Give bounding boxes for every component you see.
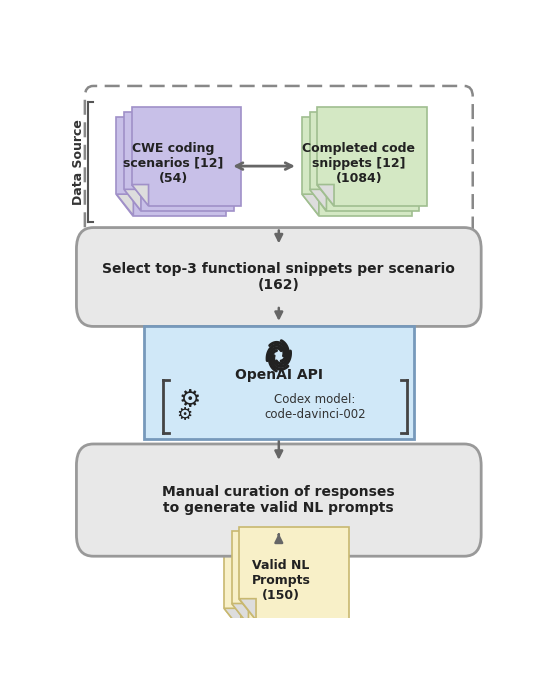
Polygon shape — [310, 112, 419, 211]
Polygon shape — [124, 189, 141, 211]
Text: OpenAI API: OpenAI API — [235, 368, 323, 382]
FancyBboxPatch shape — [76, 444, 481, 556]
Polygon shape — [239, 599, 256, 620]
Polygon shape — [317, 107, 427, 206]
Text: Valid NL
Prompts
(150): Valid NL Prompts (150) — [251, 559, 310, 602]
Polygon shape — [224, 609, 241, 629]
Text: Codex model:
code-davinci-002: Codex model: code-davinci-002 — [264, 393, 366, 421]
Text: Manual curation of responses
to generate valid NL prompts: Manual curation of responses to generate… — [163, 485, 395, 515]
FancyBboxPatch shape — [85, 86, 473, 238]
Text: ⚙: ⚙ — [179, 388, 201, 412]
FancyBboxPatch shape — [144, 326, 414, 439]
Polygon shape — [232, 604, 249, 625]
Polygon shape — [132, 185, 149, 206]
Polygon shape — [224, 536, 333, 629]
Text: CWE coding
scenarios [12]
(54): CWE coding scenarios [12] (54) — [123, 142, 224, 185]
Text: ⚙: ⚙ — [176, 405, 192, 423]
Text: Select top-3 functional snippets per scenario
(162): Select top-3 functional snippets per sce… — [102, 262, 455, 292]
Polygon shape — [116, 117, 226, 216]
Polygon shape — [132, 107, 242, 206]
FancyBboxPatch shape — [76, 228, 481, 326]
Polygon shape — [116, 194, 133, 216]
Polygon shape — [302, 117, 412, 216]
Polygon shape — [239, 527, 349, 620]
Text: Completed code
snippets [12]
(1084): Completed code snippets [12] (1084) — [302, 142, 416, 185]
Polygon shape — [124, 112, 234, 211]
Polygon shape — [310, 189, 326, 211]
Polygon shape — [232, 532, 341, 625]
Polygon shape — [302, 194, 319, 216]
Polygon shape — [317, 185, 334, 206]
Text: Data Source: Data Source — [72, 119, 85, 205]
